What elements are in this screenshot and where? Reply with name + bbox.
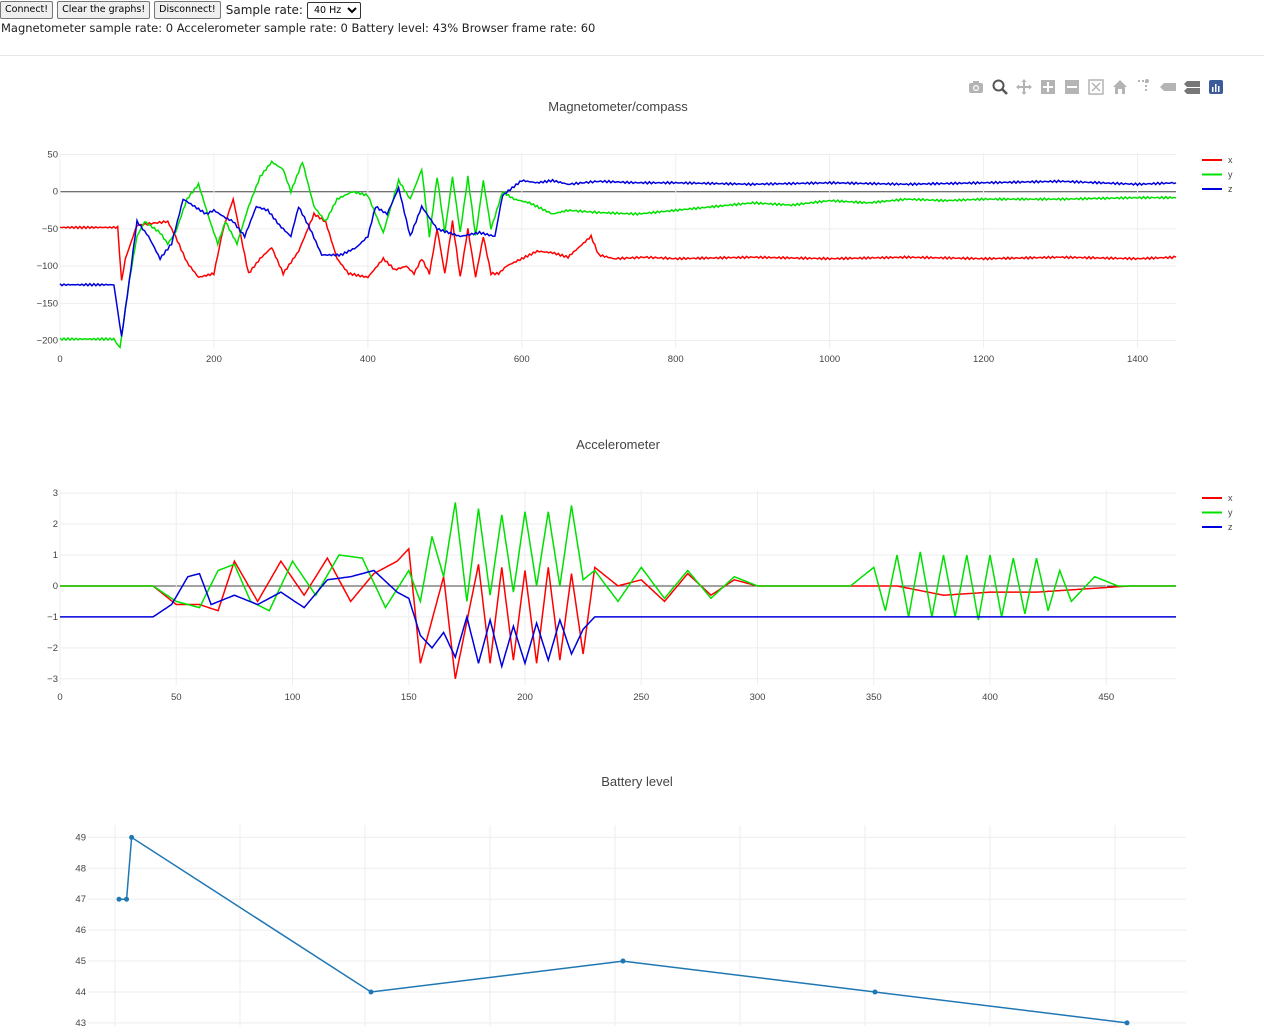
y-tick-label: −3: [47, 674, 58, 685]
spike-lines-icon[interactable]: [1134, 78, 1154, 96]
chart-title: Accelerometer: [576, 437, 660, 452]
chart-2: Accelerometer 3 2 1 0 −1 −2 −3 0 50 100 150 200 250 30…: [47, 437, 1233, 703]
legend-label-z: z: [1228, 522, 1233, 532]
y-tick-label: 0: [53, 187, 58, 198]
x-tick-label: 200: [206, 354, 222, 365]
plot-modebar: [966, 78, 1226, 96]
series-line-y: [59, 159, 1177, 350]
x-tick-label: 250: [633, 692, 649, 703]
y-tick-label: 47: [75, 894, 86, 905]
data-point: [872, 989, 878, 995]
y-tick-label: 3: [53, 488, 58, 499]
x-tick-label: 300: [750, 692, 766, 703]
divider: [0, 55, 1264, 56]
x-tick-label: 1000: [819, 354, 840, 365]
y-tick-label: −150: [37, 298, 58, 309]
data-point: [1124, 1020, 1130, 1026]
camera-icon[interactable]: [966, 78, 986, 96]
control-bar: Connect! Clear the graphs! Disconnect! S…: [0, 1, 361, 19]
x-tick-label: 1200: [973, 354, 994, 365]
data-point: [124, 896, 130, 902]
zoom-in-icon[interactable]: [1038, 78, 1058, 96]
series-line-y: [60, 502, 1176, 621]
y-tick-label: 44: [75, 987, 86, 998]
hover-closest-icon[interactable]: [1158, 78, 1178, 96]
x-tick-label: 0: [57, 692, 62, 703]
legend-label-x: x: [1228, 155, 1233, 165]
chart-3: Battery level 49 48 47 46 45 44 43: [75, 774, 1186, 1026]
status-line: Magnetometer sample rate: 0 Acceleromete…: [1, 21, 596, 35]
y-tick-label: 49: [75, 832, 86, 843]
y-tick-label: −2: [47, 643, 58, 654]
y-tick-label: 50: [47, 149, 58, 160]
data-point: [129, 834, 135, 840]
y-tick-label: 46: [75, 925, 86, 936]
legend-label-x: x: [1228, 493, 1233, 503]
x-tick-label: 150: [401, 692, 417, 703]
home-icon[interactable]: [1110, 78, 1130, 96]
chart-title: Magnetometer/compass: [548, 99, 688, 114]
hover-compare-icon[interactable]: [1182, 78, 1202, 96]
x-tick-label: 350: [866, 692, 882, 703]
series-line-x: [59, 196, 1177, 281]
x-tick-label: 450: [1098, 692, 1114, 703]
series-line-x: [60, 547, 1176, 679]
y-tick-label: 48: [75, 863, 86, 874]
x-tick-label: 0: [57, 354, 62, 365]
zoom-out-icon[interactable]: [1062, 78, 1082, 96]
x-tick-label: 50: [171, 692, 182, 703]
y-tick-label: 2: [53, 519, 58, 530]
y-tick-label: −50: [42, 224, 58, 235]
x-tick-label: 1400: [1127, 354, 1148, 365]
connect-button[interactable]: Connect!: [0, 1, 54, 19]
y-tick-label: −100: [37, 261, 58, 272]
legend-label-z: z: [1228, 184, 1233, 194]
x-tick-label: 200: [517, 692, 533, 703]
data-point: [368, 989, 374, 995]
chart-title: Battery level: [601, 774, 673, 789]
x-tick-label: 100: [285, 692, 301, 703]
x-tick-label: 800: [668, 354, 684, 365]
x-tick-label: 600: [514, 354, 530, 365]
data-point: [116, 896, 122, 902]
data-point: [620, 958, 626, 964]
series-line-z: [60, 569, 1176, 670]
disconnect-button[interactable]: Disconnect!: [154, 1, 221, 19]
plotly-logo-icon[interactable]: [1206, 78, 1226, 96]
pan-icon[interactable]: [1014, 78, 1034, 96]
series-line-z: [59, 178, 1177, 337]
sample-rate-label: Sample rate:: [225, 3, 303, 17]
y-tick-label: 43: [75, 1018, 86, 1026]
zoom-icon[interactable]: [990, 78, 1010, 96]
chart-1: Magnetometer/compass 50 0 −50 −100 −150 −200 0 2…: [37, 99, 1233, 365]
y-tick-label: −1: [47, 612, 58, 623]
x-tick-label: 400: [360, 354, 376, 365]
y-tick-label: 45: [75, 956, 86, 967]
legend-label-y: y: [1228, 170, 1233, 180]
sample-rate-select[interactable]: 40 Hz: [306, 1, 361, 19]
autoscale-icon[interactable]: [1086, 78, 1106, 96]
y-tick-label: 0: [53, 581, 58, 592]
legend-label-y: y: [1228, 508, 1233, 518]
y-tick-label: 1: [53, 550, 58, 561]
x-tick-label: 400: [982, 692, 998, 703]
y-tick-label: −200: [37, 336, 58, 347]
clear-graphs-button[interactable]: Clear the graphs!: [57, 1, 151, 19]
